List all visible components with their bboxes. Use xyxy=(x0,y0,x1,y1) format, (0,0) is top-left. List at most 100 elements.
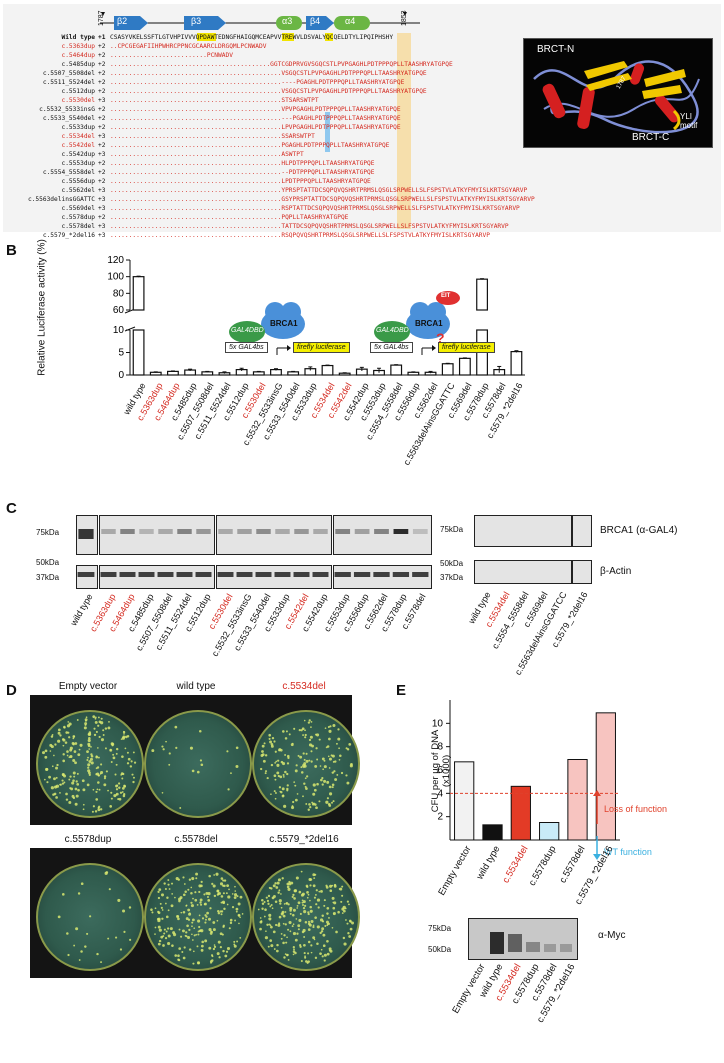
row-frame: +2 xyxy=(98,160,106,167)
row-seq: ........................................… xyxy=(110,61,453,68)
brca-band xyxy=(158,529,173,534)
actin-band xyxy=(176,572,193,577)
row-frame: +3 xyxy=(98,151,106,158)
inset-mut-drawing xyxy=(374,291,460,355)
loss-arrow-icon xyxy=(593,790,601,824)
actin-band xyxy=(100,572,117,577)
brca-band xyxy=(354,529,370,534)
domain-a3: α3 xyxy=(282,16,293,26)
domain-b4: β4 xyxy=(310,16,321,26)
inset-mut-luc: firefly luciferase xyxy=(438,342,495,353)
c-label-actin: β-Actin xyxy=(600,566,632,577)
row-name: c.5579_*2del16 xyxy=(42,232,95,239)
inset-wt-luc: firefly luciferase xyxy=(293,342,350,353)
alignment-row: c.5363dup +2 ..CPCGEGAFIIHPWHRCPPNCGCAARCL… xyxy=(4,42,716,51)
highlight-yvvv xyxy=(197,33,216,41)
alignment-row: c.5553dup +2.............................… xyxy=(4,159,716,168)
b-ytick-upper: 80 xyxy=(113,288,125,299)
alignment-row: c.5578dup +2.............................… xyxy=(4,213,716,222)
alignment-row: c.5534del +3.............................… xyxy=(4,132,716,141)
brca-band xyxy=(101,529,116,534)
plate-label: wild type xyxy=(176,681,216,692)
inset-wt-bs: 5x GAL4bs xyxy=(225,342,268,353)
brca-band xyxy=(313,529,328,534)
brca-band xyxy=(256,529,271,534)
inset-mut-q: ? xyxy=(436,330,445,346)
panel-letter-b: B xyxy=(6,242,17,259)
alignment: Wild type +1 CSASYVKELSSFTLGTVHPIVVVQPDA… xyxy=(4,33,716,239)
actin-band xyxy=(334,572,351,577)
row-frame: +2 xyxy=(98,142,106,149)
e-bar xyxy=(567,759,588,841)
highlight-col-blue xyxy=(325,112,330,152)
alignment-row: c.5554_5558del +2........................… xyxy=(4,168,716,177)
brca-band xyxy=(139,529,154,534)
colonies xyxy=(257,870,354,964)
panel-letter-d: D xyxy=(6,682,17,699)
row-frame: +3 xyxy=(98,223,106,230)
cfu-ylabel: CFU per µg of DNA (x1000) xyxy=(430,729,452,813)
alignment-row: c.5542del +2.............................… xyxy=(4,141,716,150)
row-name: c.5554_5558del xyxy=(42,169,95,176)
row-name: c.5578del xyxy=(61,223,95,230)
row-name: c.5556dup xyxy=(61,178,95,185)
structure-brct-n: BRCT-N xyxy=(537,44,575,55)
e-marker-50: 50kDa xyxy=(428,945,452,954)
e-bar xyxy=(454,761,475,841)
plate-label: c.5534del xyxy=(282,681,326,692)
actin-band xyxy=(392,572,410,577)
row-frame: +2 xyxy=(98,61,106,68)
plate-label: c.5579_*2del16 xyxy=(269,834,339,845)
brca-band xyxy=(237,529,252,534)
alignment-row: c.5507_5508del +2........................… xyxy=(4,69,716,78)
alignment-row: c.5533dup +2.............................… xyxy=(4,123,716,132)
row-name: c.5363dup xyxy=(61,43,95,50)
e-bar xyxy=(595,712,616,841)
row-name: c.5532_5533insG xyxy=(39,106,95,113)
row-seq: ........................................… xyxy=(110,115,401,122)
c-label-brca: BRCA1 (α-GAL4) xyxy=(600,525,678,536)
b-ytick-lower: 0 xyxy=(118,370,124,381)
row-seq: ........................................… xyxy=(110,223,509,230)
row-seq: ........................................… xyxy=(110,187,528,194)
b-ytick-lower: 5 xyxy=(118,348,124,359)
alignment-row: c.5485dup +2.............................… xyxy=(4,60,716,69)
brca-band xyxy=(335,529,351,534)
row-frame: +2 xyxy=(98,79,106,86)
blot-c-g3-brca xyxy=(333,515,432,555)
e-ytick: 6 xyxy=(437,765,443,776)
alignment-row: c.5530del +3.............................… xyxy=(4,96,716,105)
actin-band xyxy=(77,572,95,577)
cfu-chart: 2 4 6 8 10 xyxy=(432,700,620,841)
c-marker-37: 37kDa xyxy=(36,573,60,582)
row-seq: ........................................… xyxy=(110,97,319,104)
blot-c-bands xyxy=(77,525,587,577)
e-ytick: 2 xyxy=(437,812,443,823)
row-seq: ..........................PCNWADV xyxy=(110,52,233,59)
b-ytick-upper: 120 xyxy=(107,255,124,266)
agar-plate xyxy=(252,710,360,818)
inset-mut-eit: EIT xyxy=(441,293,451,299)
alignment-row: c.5511_5524del +2........................… xyxy=(4,78,716,87)
e-marker-75: 75kDa xyxy=(428,924,452,933)
row-seq: ........................................… xyxy=(110,160,375,167)
panel-letter-c: C xyxy=(6,500,17,517)
row-frame: +3 xyxy=(98,187,106,194)
actin-band xyxy=(412,572,429,577)
e-bar xyxy=(482,824,503,841)
colonies xyxy=(150,872,244,965)
plate-label: Empty vector xyxy=(58,681,118,692)
row-name: c.5569del xyxy=(61,205,95,212)
alignment-row: c.5533_5540del +2........................… xyxy=(4,114,716,123)
inset-mut: EIT BRCA1 GAL4DBD ? 5x GAL4bs firefly lu… xyxy=(370,284,510,362)
colonies xyxy=(259,719,353,811)
agar-plate xyxy=(144,710,252,818)
row-frame: +2 xyxy=(98,124,106,131)
e-bar xyxy=(539,822,560,841)
alignment-row: c.5556dup +2.............................… xyxy=(4,177,716,186)
domain-a4: α4 xyxy=(345,16,356,26)
inset-mut-gal: GAL4DBD xyxy=(376,327,409,334)
row-name: c.5507_5508del xyxy=(42,70,95,77)
row-name: c.5542dup xyxy=(61,151,95,158)
domain-b2: β2 xyxy=(117,16,128,26)
